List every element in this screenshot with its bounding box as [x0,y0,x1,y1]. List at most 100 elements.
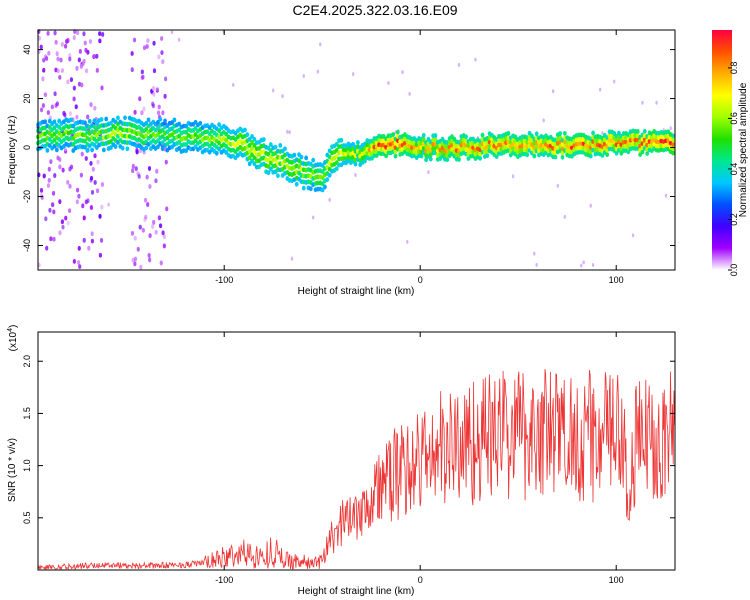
spectrogram-cell [247,136,252,142]
spectrogram-cell [87,245,91,251]
spectrogram-cell [58,164,62,170]
snr-frame [37,331,676,571]
spectrogram-cell [427,170,430,175]
spectrogram-cell [134,166,138,172]
spectrogram-cell [157,104,161,110]
spectrogram-cell [95,67,99,73]
spectrogram-cell [177,139,182,145]
spectrogram-cell [82,31,86,37]
spectrogram-cell [146,202,150,207]
spectrogram-cell [156,119,160,125]
spectrogram-cell [308,186,313,192]
snr-scale-factor: (x104) [7,325,19,352]
snr-x-tick-label: 100 [609,575,624,585]
spectrogram-cell [272,88,275,93]
spectrogram-cell [75,30,80,36]
spectrogram-cell [100,204,104,210]
spectrogram-cell [485,153,490,158]
spectrogram-cell [268,148,273,154]
spectrogram-cell [320,187,325,193]
spectrogram-cell [143,197,148,203]
spectrogram-cells [36,29,675,270]
spectrogram-cell [83,138,87,144]
spectrogram-cell [146,38,150,44]
spectrogram-cell [164,76,168,82]
spectrogram-cell [66,220,70,226]
spectrogram-cell [140,110,144,116]
spectrogram-cell [130,230,135,236]
spectrogram-cell [133,261,137,267]
spectrogram-cell [408,91,411,96]
spectrogram-cell [55,51,59,57]
spectrogram-cell [617,130,621,136]
spectrogram-cell [138,224,142,230]
spectrogram-y-tick-label: -20 [22,190,32,203]
spectrogram-cell [214,150,219,156]
spectrogram-cell [100,85,104,91]
spectrogram-cell [109,126,113,132]
spectrogram-cell [148,233,152,238]
spectrogram-cell [68,183,72,189]
spectrogram-cell [48,207,52,213]
spectrogram-cell [268,154,273,160]
spectrogram-cell [43,119,47,125]
spectrogram-cell [605,152,610,158]
spectrogram-cell [268,160,273,166]
snr-y-ticks: 0.5 1.0 1.5 2.0 [22,355,675,524]
spectrogram-cell [266,170,271,176]
spectrogram-cell [83,40,87,46]
spectrogram-cell [63,43,68,49]
spectrogram-cell [67,208,72,214]
spectrogram-cell [170,30,174,35]
spectrogram-cell [614,150,619,156]
spectrogram-cell [640,149,645,155]
spectrogram-cell [160,50,164,55]
spectrogram-y-tick-label: 40 [22,45,32,55]
spectrogram-cell [494,154,499,160]
spectrogram-cell [55,101,59,107]
spectrogram-cell [591,130,595,136]
spectrogram-cell [325,177,330,182]
spectrogram-cell [156,126,160,131]
colorbar-tick-label: 0.2 [729,213,739,226]
spectrogram-cell [299,154,304,160]
spectrogram-cell [671,150,675,156]
spectrogram-cell [125,146,130,152]
spectrogram-cell [401,70,404,75]
spectrogram-cell [151,224,155,230]
spectrogram-cell [98,31,102,37]
spectrogram-cell [292,152,297,158]
spectrogram-cell [152,91,156,97]
spectrogram-x-tick-label: 100 [609,275,624,285]
colorbar-gradient [712,30,732,270]
spectrogram-cell [232,82,235,87]
spectrogram-cell [64,215,68,221]
spectrogram-cell [276,173,280,179]
spectrogram-cell [424,157,428,163]
spectrogram-cell [69,77,74,83]
spectrogram-cell [80,151,84,157]
spectrogram-cell [133,256,138,262]
spectrogram-cell [600,153,605,158]
spectrogram-cell [52,209,56,215]
spectrogram-cell [82,215,86,221]
spectrogram-cell [61,224,65,230]
spectrogram-cell [457,157,461,162]
snr-y-tick-label: 2.0 [22,355,32,368]
spectrogram-cell [421,137,426,143]
spectrogram-cell [78,49,82,54]
spectrogram-cell [530,133,534,139]
spectrogram-cell [41,76,45,82]
spectrogram-cell [160,121,165,127]
spectrogram-cell [51,202,55,208]
spectrogram-cell [601,131,604,136]
spectrogram-cell [53,173,57,178]
spectrogram-cell [395,129,400,135]
spectrogram-cell [217,122,222,127]
spectrogram-cell [268,166,273,172]
spectrogram-cell [250,133,254,139]
spectrogram-cell [90,189,95,195]
spectrogram-cell [328,197,331,202]
spectrogram-cell [90,238,95,244]
spectrogram-cell [81,203,85,209]
